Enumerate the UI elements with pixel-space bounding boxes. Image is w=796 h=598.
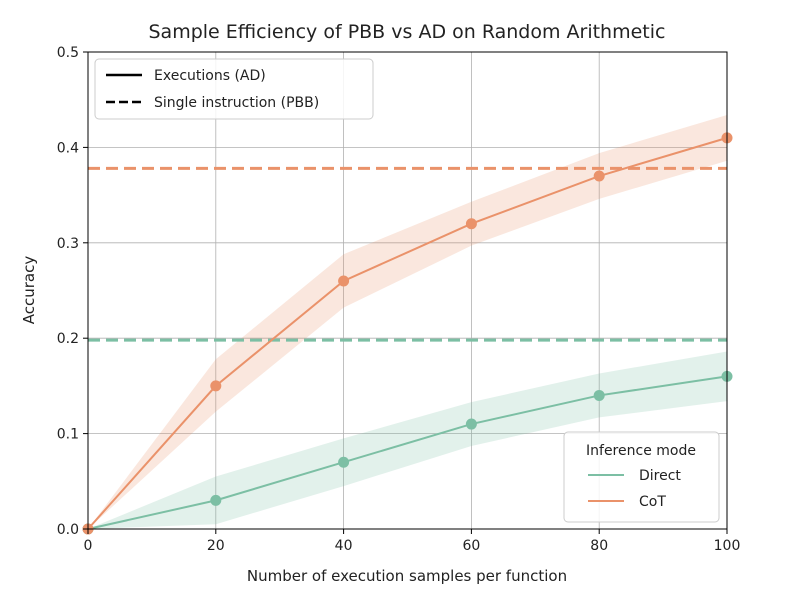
mode-legend-label-cot: CoT (639, 494, 666, 510)
y-tick-label: 0.3 (57, 236, 79, 252)
y-tick-label: 0.5 (57, 45, 79, 61)
x-tick-label: 20 (207, 538, 225, 554)
cot-ad-line (87, 136, 728, 530)
y-axis-label: Accuracy (20, 256, 38, 325)
chart-title: Sample Efficiency of PBB vs AD on Random… (149, 21, 666, 43)
x-tick-label: 40 (335, 538, 353, 554)
pbb-layer (88, 166, 727, 342)
mode-legend-box (563, 431, 720, 523)
mode-legend: Inference mode Direct CoT (563, 431, 720, 523)
cot-data-point (593, 170, 605, 182)
direct-data-point (210, 494, 222, 506)
style-legend: Executions (AD) Single instruction (PBB) (94, 58, 374, 120)
direct-data-point (465, 418, 477, 430)
style-legend-label-pbb: Single instruction (PBB) (154, 95, 319, 111)
plot-frame (87, 51, 728, 530)
y-tick-label: 0.2 (57, 331, 79, 347)
cot-data-point (338, 275, 350, 287)
mode-legend-label-direct: Direct (639, 468, 681, 484)
x-tick-label: 0 (84, 538, 93, 554)
mode-legend-title: Inference mode (586, 443, 696, 459)
x-tick-label: 80 (590, 538, 608, 554)
y-tick-label: 0.4 (57, 140, 79, 156)
cot-data-point (465, 218, 477, 230)
y-tick-label: 0.0 (57, 522, 79, 538)
cot-data-point (210, 380, 222, 392)
style-legend-label-ad: Executions (AD) (154, 68, 266, 84)
line-layer (82, 132, 733, 535)
tick-layer: 0 20 40 60 80 100 0.0 0.1 0.2 0.3 0.4 0.5 (57, 45, 741, 554)
x-tick-label: 60 (462, 538, 480, 554)
direct-ad-line (87, 375, 728, 530)
style-legend-box (94, 58, 374, 120)
direct-data-point (593, 389, 605, 401)
x-tick-label: 100 (714, 538, 741, 554)
direct-data-point (338, 456, 350, 468)
y-tick-label: 0.1 (57, 427, 79, 443)
x-axis-label: Number of execution samples per function (247, 567, 567, 585)
direct-confidence-band (88, 351, 727, 529)
